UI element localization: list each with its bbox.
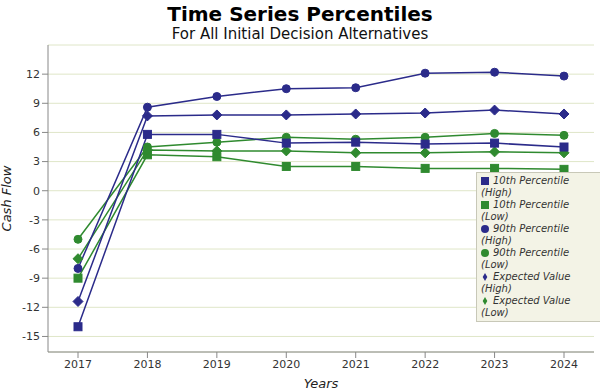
svg-text:12: 12 — [26, 68, 40, 81]
svg-text:0: 0 — [33, 185, 40, 198]
html-text:Expected Value (High): Expected Value (High) — [481, 271, 571, 294]
svg-text:2022: 2022 — [411, 358, 439, 371]
svg-text:3: 3 — [33, 155, 40, 168]
svg-text:Years: Years — [304, 376, 339, 390]
html-text:90th Percentile (Low): 90th Percentile (Low) — [481, 247, 570, 270]
svg-text:-6: -6 — [29, 243, 40, 256]
html-text:Time Series Percentiles: Time Series Percentiles — [167, 2, 433, 26]
svg-text:2024: 2024 — [550, 358, 578, 371]
svg-text:2018: 2018 — [133, 358, 161, 371]
svg-text:2019: 2019 — [203, 358, 231, 371]
svg-text:2020: 2020 — [272, 358, 300, 371]
svg-text:6: 6 — [33, 126, 40, 139]
svg-text:2017: 2017 — [64, 358, 92, 371]
svg-text:-3: -3 — [29, 214, 40, 227]
svg-text:-12: -12 — [22, 301, 40, 314]
svg-text:-9: -9 — [29, 272, 40, 285]
svg-text:Cash Flow: Cash Flow — [8, 165, 14, 231]
svg-text:2021: 2021 — [342, 358, 370, 371]
svg-text:-15: -15 — [22, 330, 40, 343]
html-text:Expected Value (Low): Expected Value (Low) — [481, 295, 571, 318]
svg-text:9: 9 — [33, 97, 40, 110]
html-text:For All Initial Decision Alter: For All Initial Decision Alternatives — [171, 25, 429, 43]
html-text:90th Percentile (High): 90th Percentile (High) — [481, 223, 570, 246]
html-text:10th Percentile (Low): 10th Percentile (Low) — [481, 199, 570, 222]
html-text:10th Percentile (High): 10th Percentile (High) — [481, 175, 570, 198]
svg-text:2023: 2023 — [481, 358, 509, 371]
